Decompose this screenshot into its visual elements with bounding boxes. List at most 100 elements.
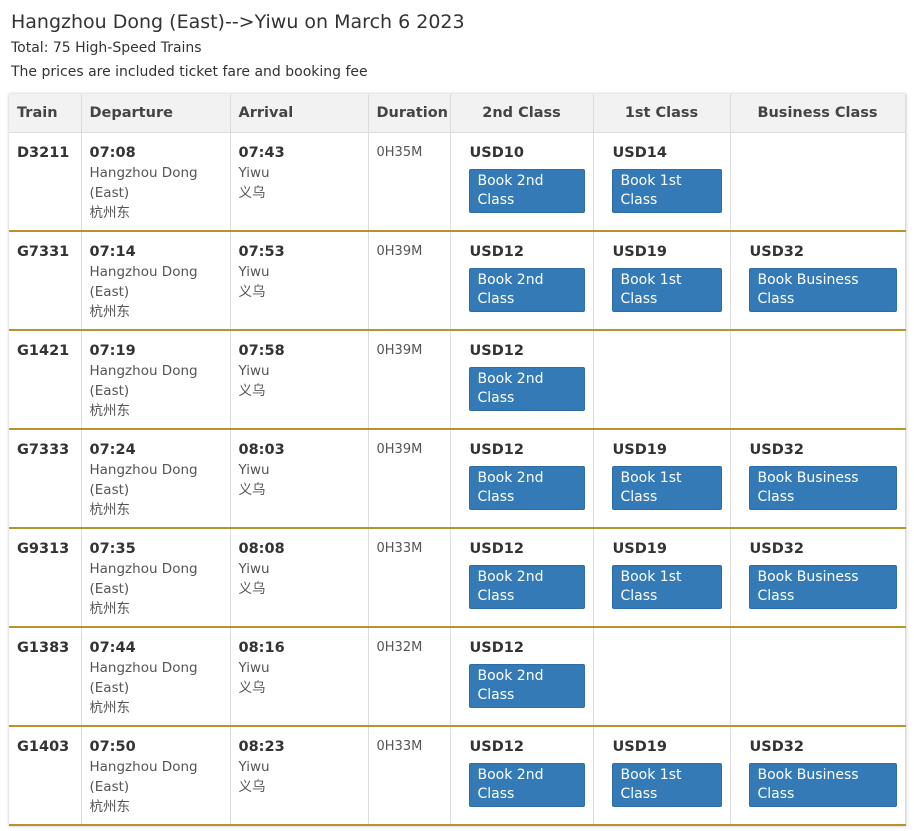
departure-cell: 07:35 Hangzhou Dong (East) 杭州东 — [81, 528, 231, 628]
class-cell: USD12 Book 2nd Class — [450, 528, 594, 628]
arrival-cell: 07:43 Yiwu 义乌 — [230, 132, 369, 232]
price: USD12 — [469, 541, 524, 557]
departure-time: 07:08 — [89, 145, 136, 161]
train-row: G7333 07:24 Hangzhou Dong (East) 杭州东 08:03 Yi… — [9, 429, 906, 529]
class-cell: USD12 Book 2nd Class — [450, 231, 594, 331]
class-cell: USD10 Book 2nd Class — [450, 132, 594, 232]
train-cell: G1403 — [9, 726, 82, 826]
book-button[interactable]: Book 2nd Class — [468, 367, 585, 411]
arrival-station: Yiwu — [238, 660, 270, 676]
column-header: Business Class — [730, 94, 906, 133]
departure-cell: 07:08 Hangzhou Dong (East) 杭州东 — [81, 132, 231, 232]
duration: 0H33M — [376, 541, 423, 556]
arrival-cell: 08:23 Yiwu 义乌 — [230, 726, 369, 826]
price: USD12 — [469, 244, 524, 260]
class-cell — [593, 627, 731, 727]
departure-station: Hangzhou Dong (East) — [89, 660, 198, 696]
column-header: Departure — [81, 94, 231, 133]
duration: 0H39M — [376, 343, 423, 358]
departure-cell: 07:24 Hangzhou Dong (East) 杭州东 — [81, 429, 231, 529]
departure-cell: 07:50 Hangzhou Dong (East) 杭州东 — [81, 726, 231, 826]
departure-time: 07:50 — [89, 739, 136, 755]
price: USD10 — [469, 145, 524, 161]
book-button[interactable]: Book 1st Class — [611, 763, 722, 807]
train-table: Train Departure Arrival Duration 2nd Class 1s… — [9, 94, 906, 826]
price: USD19 — [612, 541, 667, 557]
book-button[interactable]: Book 2nd Class — [468, 268, 585, 312]
arrival-station-cn: 义乌 — [238, 680, 266, 696]
arrival-station-cn: 义乌 — [238, 185, 266, 201]
page-title: Hangzhou Dong (East)-->Yiwu on March 6 2… — [11, 11, 465, 33]
train-number: G7333 — [17, 442, 70, 458]
book-button[interactable]: Book 2nd Class — [468, 565, 585, 609]
book-button[interactable]: Book 1st Class — [611, 466, 722, 510]
departure-station-cn: 杭州东 — [89, 205, 131, 221]
book-button[interactable]: Book 2nd Class — [468, 664, 585, 708]
duration: 0H32M — [376, 640, 423, 655]
price: USD12 — [469, 640, 524, 656]
departure-cell: 07:19 Hangzhou Dong (East) 杭州东 — [81, 330, 231, 430]
departure-time: 07:44 — [89, 640, 136, 656]
duration-cell: 0H39M — [368, 330, 451, 430]
departure-station-cn: 杭州东 — [89, 799, 131, 815]
departure-station-cn: 杭州东 — [89, 601, 131, 617]
train-number: G7331 — [17, 244, 70, 260]
departure-station: Hangzhou Dong (East) — [89, 759, 198, 795]
book-button[interactable]: Book Business Class — [748, 466, 897, 510]
arrival-cell: 08:16 Yiwu 义乌 — [230, 627, 369, 727]
train-row: G9313 07:35 Hangzhou Dong (East) 杭州东 08:08 Yi… — [9, 528, 906, 628]
departure-cell: 07:14 Hangzhou Dong (East) 杭州东 — [81, 231, 231, 331]
train-row: G7331 07:14 Hangzhou Dong (East) 杭州东 07:53 Yi… — [9, 231, 906, 331]
train-row: D3211 07:08 Hangzhou Dong (East) 杭州东 07:43 Yi… — [9, 132, 906, 232]
book-button[interactable]: Book 2nd Class — [468, 466, 585, 510]
train-cell: D3211 — [9, 132, 82, 232]
class-cell: USD32 Book Business Class — [730, 726, 906, 826]
arrival-time: 07:58 — [238, 343, 285, 359]
book-button[interactable]: Book Business Class — [748, 565, 897, 609]
duration-cell: 0H39M — [368, 231, 451, 331]
duration-cell: 0H33M — [368, 528, 451, 628]
arrival-time: 08:23 — [238, 739, 285, 755]
duration-cell: 0H39M — [368, 429, 451, 529]
book-button[interactable]: Book 1st Class — [611, 565, 722, 609]
price-note: The prices are included ticket fare and … — [11, 64, 368, 80]
class-cell — [593, 330, 731, 430]
class-cell: USD12 Book 2nd Class — [450, 726, 594, 826]
duration: 0H35M — [376, 145, 423, 160]
arrival-station-cn: 义乌 — [238, 482, 266, 498]
price: USD19 — [612, 244, 667, 260]
departure-station-cn: 杭州东 — [89, 502, 131, 518]
train-number: G1403 — [17, 739, 70, 755]
book-button[interactable]: Book 2nd Class — [468, 169, 585, 213]
departure-cell: 07:44 Hangzhou Dong (East) 杭州东 — [81, 627, 231, 727]
arrival-time: 07:43 — [238, 145, 285, 161]
column-header: Train — [9, 94, 82, 133]
class-cell: USD12 Book 2nd Class — [450, 429, 594, 529]
price: USD14 — [612, 145, 667, 161]
arrival-station-cn: 义乌 — [238, 581, 266, 597]
column-header: Duration — [368, 94, 451, 133]
arrival-cell: 08:03 Yiwu 义乌 — [230, 429, 369, 529]
header-row: Train Departure Arrival Duration 2nd Class 1s… — [9, 94, 906, 133]
arrival-time: 08:16 — [238, 640, 285, 656]
class-cell — [730, 627, 906, 727]
book-button[interactable]: Book Business Class — [748, 763, 897, 807]
train-row: G1421 07:19 Hangzhou Dong (East) 杭州东 07:58 Yi… — [9, 330, 906, 430]
price: USD12 — [469, 343, 524, 359]
price: USD32 — [749, 244, 804, 260]
book-button[interactable]: Book 2nd Class — [468, 763, 585, 807]
arrival-station: Yiwu — [238, 561, 270, 577]
departure-station-cn: 杭州东 — [89, 700, 131, 716]
total-count: Total: 75 High-Speed Trains — [11, 40, 202, 56]
price: USD32 — [749, 442, 804, 458]
train-row: G1403 07:50 Hangzhou Dong (East) 杭州东 08:23 Yi… — [9, 726, 906, 826]
arrival-station: Yiwu — [238, 165, 270, 181]
price: USD32 — [749, 541, 804, 557]
book-button[interactable]: Book 1st Class — [611, 268, 722, 312]
class-cell: USD14 Book 1st Class — [593, 132, 731, 232]
class-cell: USD12 Book 2nd Class — [450, 627, 594, 727]
book-button[interactable]: Book 1st Class — [611, 169, 722, 213]
book-button[interactable]: Book Business Class — [748, 268, 897, 312]
arrival-station-cn: 义乌 — [238, 284, 266, 300]
duration: 0H39M — [376, 244, 423, 259]
